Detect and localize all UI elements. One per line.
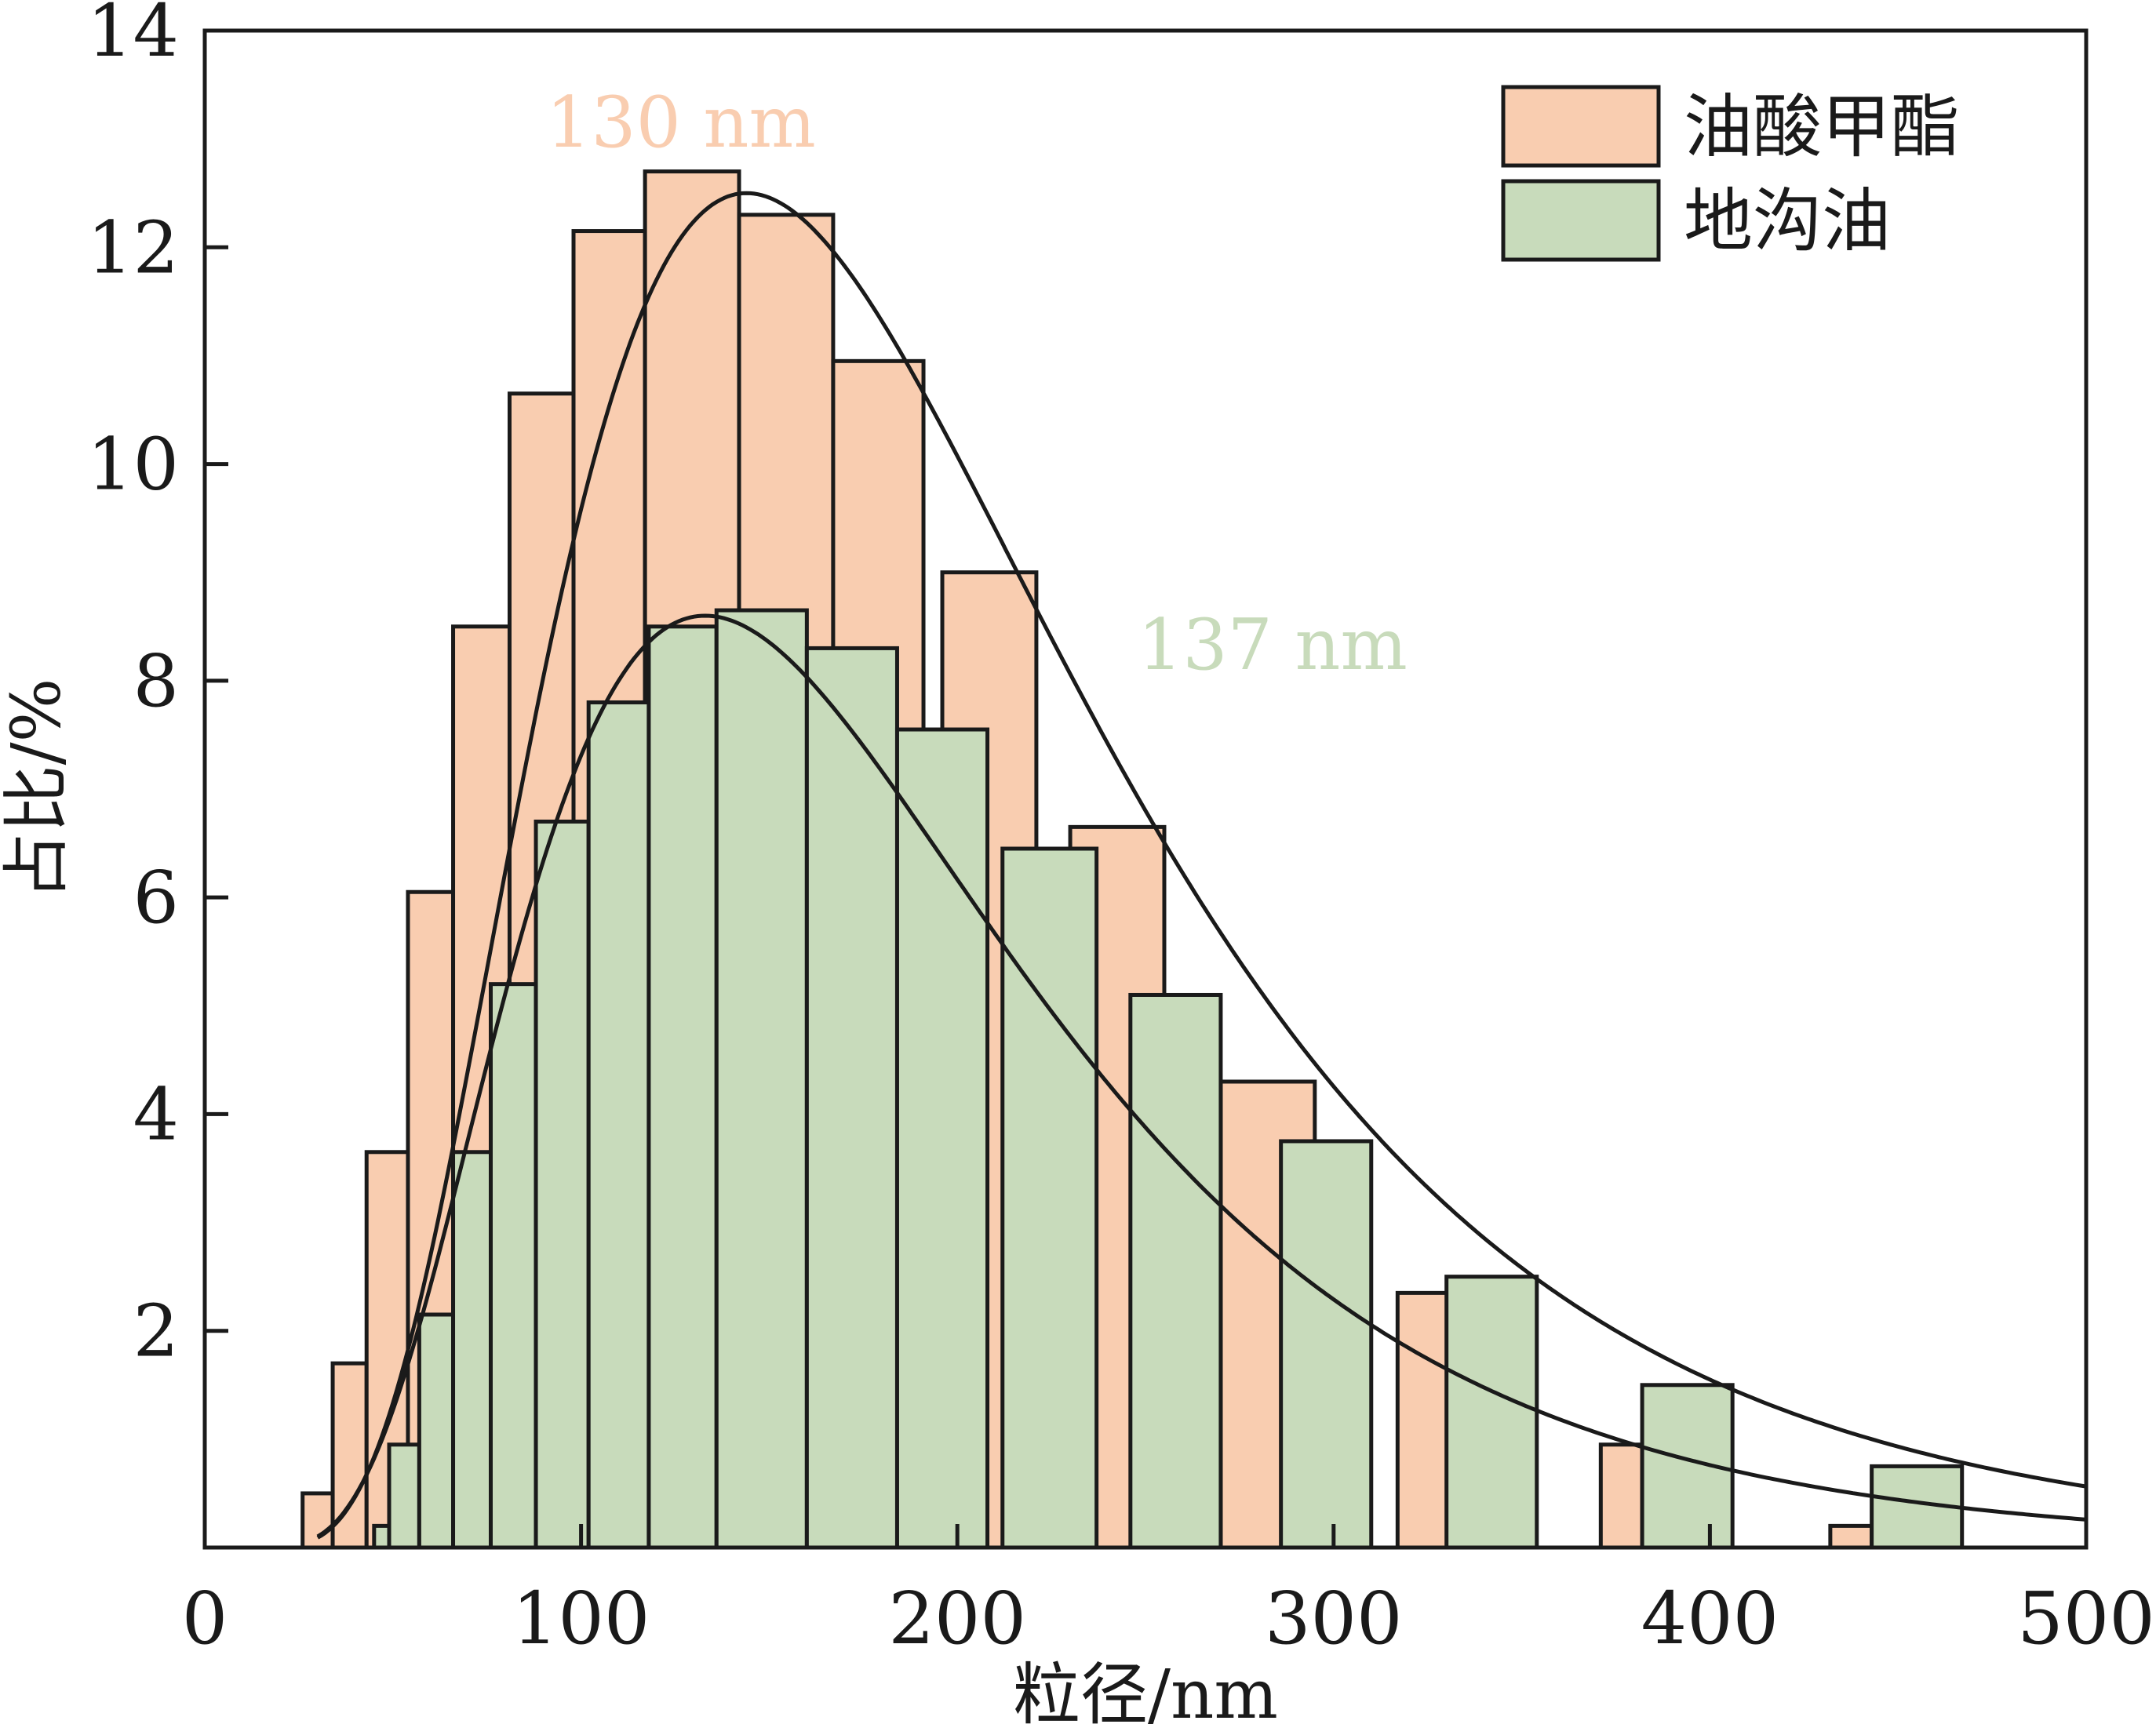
bar-series-2-9 [714, 608, 809, 1550]
x-tick-label-400: 400 [1641, 1577, 1779, 1660]
legend-label-series-1: 油酸甲酯 [1684, 86, 1960, 167]
bar-series-2-14 [1279, 1139, 1374, 1550]
bar-series-2-12 [1000, 846, 1099, 1550]
y-tick-label-14: 14 [87, 0, 179, 73]
y-tick-label-8: 8 [133, 639, 179, 723]
y-tick-label-10: 10 [87, 423, 179, 507]
y-tick-label-4: 4 [133, 1072, 179, 1156]
bar-series-2-4 [451, 1150, 493, 1550]
bar-series-2-2 [387, 1442, 421, 1550]
bar-series-1-15 [1598, 1442, 1644, 1550]
annotation-series-1: 130 nm [546, 82, 816, 164]
fit-curve-series-1 [316, 191, 2087, 1540]
y-tick-label-6: 6 [133, 856, 179, 940]
bar-series-2-1 [372, 1523, 392, 1550]
axis-tick-labels: 0 100 200 300 400 500 2 4 6 8 10 12 14 [87, 0, 2155, 1660]
x-tick-label-100: 100 [512, 1577, 650, 1660]
x-tick-label-500: 500 [2017, 1577, 2155, 1660]
bar-series-2-8 [646, 624, 719, 1550]
fit-curve-series-2 [316, 613, 2087, 1539]
axis-ticks [205, 245, 1712, 1548]
bar-series-1-1 [300, 1491, 335, 1550]
legend: 油酸甲酯 地沟油 [1501, 85, 1960, 262]
bar-series-1-16 [1828, 1523, 1874, 1550]
x-tick-label-0: 0 [182, 1577, 228, 1660]
x-axis-title: 粒径/nm [1013, 1656, 1278, 1734]
x-tick-label-300: 300 [1265, 1577, 1403, 1660]
bar-series-2-15 [1444, 1275, 1539, 1550]
bar-series-2-7 [586, 700, 651, 1550]
legend-swatch-series-2 [1501, 179, 1661, 262]
bar-series-2-13 [1128, 992, 1223, 1550]
fit-curves [316, 191, 2087, 1540]
plot-frame [202, 28, 2089, 1550]
bar-series-2-6 [534, 819, 591, 1550]
y-axis-title: 占比/% [0, 678, 76, 900]
annotation-series-2: 137 nm [1138, 604, 1408, 686]
legend-label-series-2: 地沟油 [1684, 180, 1891, 261]
x-tick-label-200: 200 [888, 1577, 1026, 1660]
bar-series-2-10 [804, 646, 899, 1550]
legend-swatch-series-1 [1501, 85, 1661, 168]
bar-series-2-5 [488, 982, 538, 1550]
bar-series-2-3 [417, 1312, 456, 1550]
y-tick-label-2: 2 [133, 1289, 179, 1373]
y-tick-label-12: 12 [87, 206, 179, 289]
bar-series-2-11 [894, 727, 990, 1550]
series-bars-2 [372, 608, 1965, 1550]
